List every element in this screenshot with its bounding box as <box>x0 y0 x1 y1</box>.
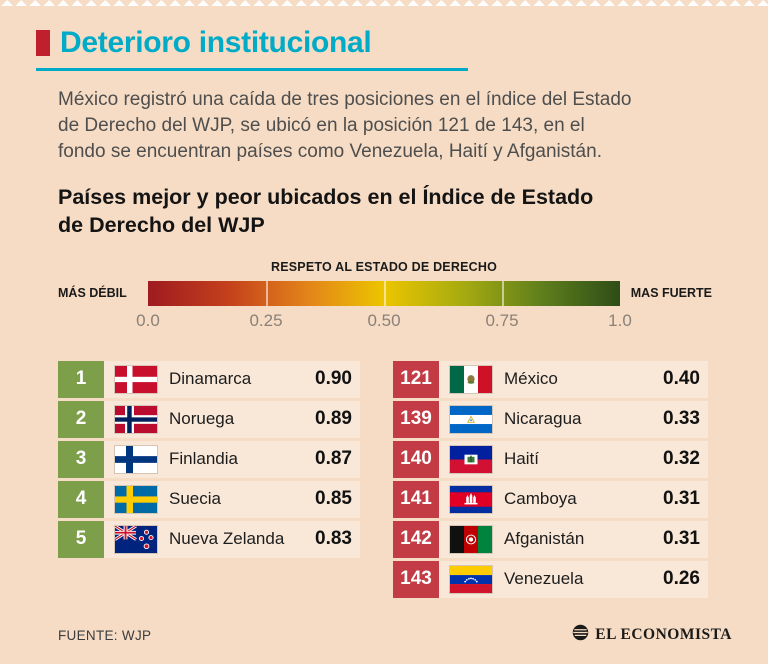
rank-badge: 3 <box>58 440 104 478</box>
country-name: Nicaragua <box>504 409 582 429</box>
el-economista-globe-icon <box>572 624 589 646</box>
country-name: Camboya <box>504 489 577 509</box>
flag-sweden-icon <box>115 485 157 513</box>
title-underline <box>36 68 468 71</box>
table-row: 3 Finlandia 0.87 <box>58 440 360 478</box>
scale-tick-label: 0.0 <box>136 310 160 330</box>
flag-afghanistan-icon <box>450 525 492 553</box>
country-name: Finlandia <box>169 449 238 469</box>
scale-gradient-bar <box>148 280 620 306</box>
rank-badge: 4 <box>58 480 104 518</box>
country-name: Dinamarca <box>169 369 252 389</box>
torn-paper-edge <box>0 0 768 6</box>
score-value: 0.26 <box>663 568 700 590</box>
score-value: 0.33 <box>663 408 700 430</box>
scale-title: RESPETO AL ESTADO DE DERECHO <box>270 259 497 274</box>
table-row: 141 Camboya 0.31 <box>393 480 708 518</box>
score-value: 0.87 <box>315 448 352 470</box>
scale-tick-labels: 0.0 0.25 0.50 0.75 1.0 <box>136 310 632 335</box>
publisher-brand: EL ECONOMISTA <box>572 624 732 646</box>
rank-badge: 139 <box>393 400 439 438</box>
flag-denmark-icon <box>115 365 157 393</box>
score-value: 0.89 <box>315 408 352 430</box>
country-name: Haití <box>504 449 539 469</box>
score-value: 0.85 <box>315 488 352 510</box>
country-name: Suecia <box>169 489 221 509</box>
table-row: 139 Nicaragua 0.33 <box>393 400 708 438</box>
flag-nicaragua-icon <box>450 405 492 433</box>
chart-subtitle: Países mejor y peor ubicados en el Índic… <box>58 184 594 237</box>
table-row: 140 Haití 0.32 <box>393 440 708 478</box>
scale-tick-mark <box>384 280 386 306</box>
rank-badge: 143 <box>393 560 439 598</box>
intro-paragraph: México registró una caída de tres posici… <box>58 89 632 163</box>
flag-new-zealand-icon <box>115 525 157 553</box>
rank-badge: 141 <box>393 480 439 518</box>
score-value: 0.31 <box>663 528 700 550</box>
country-name: Noruega <box>169 409 235 429</box>
scale-tick-label: 0.75 <box>485 310 519 330</box>
publisher-name: EL ECONOMISTA <box>595 626 732 643</box>
rank-badge: 1 <box>58 360 104 398</box>
best-ranked-table: 1 Dinamarca 0.90 2 Noruega 0.89 3 Finlandia 0.87… <box>58 360 360 561</box>
title-accent-bullet <box>36 30 50 56</box>
ranking-tables: 1 Dinamarca 0.90 2 Noruega 0.89 3 Finlandia 0.87… <box>58 360 768 601</box>
source-credit: FUENTE: WJP <box>58 627 152 643</box>
flag-cambodia-icon <box>450 485 492 513</box>
scale-tick-label: 0.25 <box>249 310 283 330</box>
flag-venezuela-icon <box>450 565 492 593</box>
country-name: Nueva Zelanda <box>169 529 285 549</box>
flag-norway-icon <box>115 405 157 433</box>
score-value: 0.83 <box>315 528 352 550</box>
table-row: 4 Suecia 0.85 <box>58 480 360 518</box>
country-name: Afganistán <box>504 529 585 549</box>
scale-tick-label: 0.50 <box>367 310 401 330</box>
table-row: 2 Noruega 0.89 <box>58 400 360 438</box>
score-value: 0.31 <box>663 488 700 510</box>
color-scale: RESPETO AL ESTADO DE DERECHO MÁS DÉBIL M… <box>58 260 712 335</box>
country-name: México <box>504 369 558 389</box>
country-name: Venezuela <box>504 569 584 589</box>
page-title: Deterioro institucional <box>60 26 372 59</box>
worst-ranked-table: 121 México 0.40 139 Nicaragua 0.33 140 Haití 0.3… <box>393 360 708 601</box>
footer: FUENTE: WJP EL ECONOMISTA <box>58 624 732 646</box>
scale-tick-mark <box>266 280 268 306</box>
score-value: 0.32 <box>663 448 700 470</box>
table-row: 143 Venezuela 0.26 <box>393 560 708 598</box>
flag-mexico-icon <box>450 365 492 393</box>
flag-haiti-icon <box>450 445 492 473</box>
flag-finland-icon <box>115 445 157 473</box>
scale-label-weak: MÁS DÉBIL <box>58 286 127 301</box>
rank-badge: 5 <box>58 520 104 558</box>
rank-badge: 140 <box>393 440 439 478</box>
rank-badge: 121 <box>393 360 439 398</box>
scale-tick-label: 1.0 <box>608 310 632 330</box>
table-row: 121 México 0.40 <box>393 360 708 398</box>
header: Deterioro institucional <box>0 0 768 71</box>
rank-badge: 2 <box>58 400 104 438</box>
score-value: 0.40 <box>663 368 700 390</box>
table-row: 142 Afganistán 0.31 <box>393 520 708 558</box>
rank-badge: 142 <box>393 520 439 558</box>
table-row: 1 Dinamarca 0.90 <box>58 360 360 398</box>
scale-label-strong: MAS FUERTE <box>630 286 712 301</box>
score-value: 0.90 <box>315 368 352 390</box>
table-row: 5 Nueva Zelanda 0.83 <box>58 520 360 558</box>
scale-tick-mark <box>502 280 504 306</box>
